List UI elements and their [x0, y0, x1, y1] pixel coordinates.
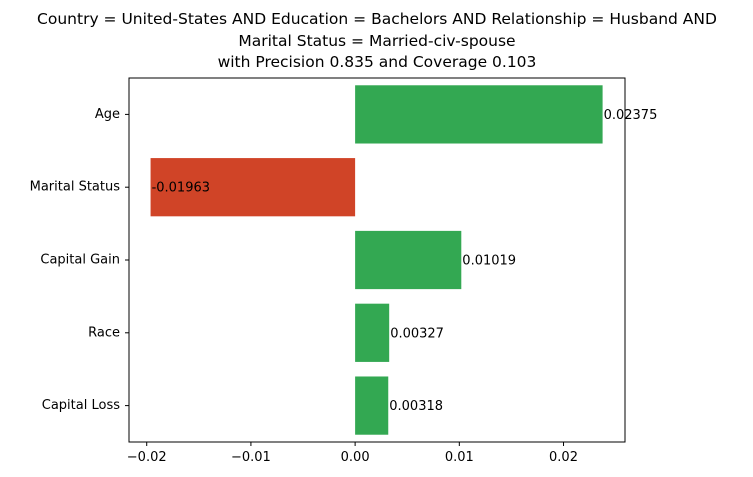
- chart-title-line: with Precision 0.835 and Coverage 0.103: [218, 53, 537, 71]
- bar: [355, 230, 462, 290]
- y-tick-label: Marital Status: [30, 180, 121, 195]
- x-axis: −0.02 −0.01 0.00 0.01 0.02: [127, 442, 578, 465]
- x-tick-label: 0.01: [445, 450, 474, 465]
- bar: [355, 376, 389, 435]
- data-label: 0.00327: [390, 326, 444, 341]
- data-label: -0.01963: [152, 181, 210, 196]
- x-tick-label: −0.01: [231, 450, 271, 465]
- bar: [355, 303, 390, 362]
- y-tick-label: Capital Gain: [40, 253, 120, 268]
- value-labels-group: 0.02375 -0.01963 0.01019 0.00327 0.00318: [152, 108, 658, 414]
- bar: [150, 158, 356, 217]
- x-tick-label: 0.00: [341, 450, 370, 465]
- data-label: 0.00318: [389, 399, 443, 414]
- x-tick-label: −0.02: [127, 450, 167, 465]
- chart-title: Country = United-States AND Education = …: [37, 10, 717, 71]
- x-tick-label: 0.02: [549, 450, 578, 465]
- bar: [355, 85, 603, 144]
- data-label: 0.02375: [604, 108, 658, 123]
- bars-group: [150, 85, 603, 435]
- chart-title-line: Country = United-States AND Education = …: [37, 10, 717, 28]
- chart-title-line: Marital Status = Married-civ-spouse: [238, 32, 515, 50]
- data-label: 0.01019: [462, 254, 516, 269]
- y-tick-label: Capital Loss: [42, 398, 120, 413]
- y-tick-label: Race: [88, 325, 120, 340]
- y-axis: Age Marital Status Capital Gain Race Capital…: [30, 107, 129, 413]
- y-tick-label: Age: [95, 107, 120, 122]
